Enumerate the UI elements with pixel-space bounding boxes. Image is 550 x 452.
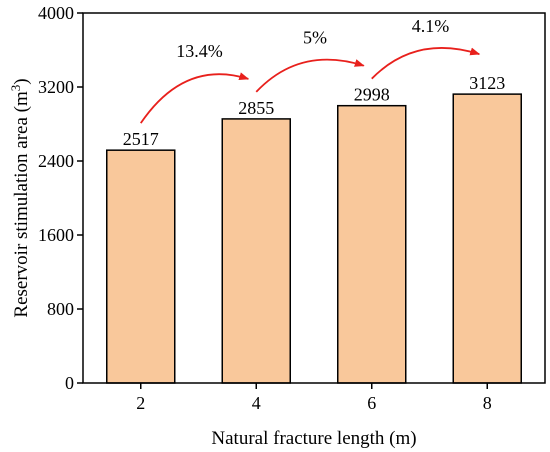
data-label-4: 2855 bbox=[238, 98, 274, 118]
x-tick-label: 4 bbox=[252, 393, 261, 413]
data-label-8: 3123 bbox=[469, 73, 505, 93]
bar-6 bbox=[337, 104, 407, 384]
x-axis: 2 4 6 8 bbox=[136, 383, 492, 413]
y-axis-title: Reservoir stimulation area (m3) bbox=[8, 78, 33, 317]
y-axis-title-main: Reservoir stimulation area (m bbox=[11, 91, 32, 318]
x-tick-label: 8 bbox=[483, 393, 492, 413]
growth-label: 13.4% bbox=[176, 41, 223, 61]
growth-label: 4.1% bbox=[412, 16, 450, 36]
bars-layer bbox=[106, 93, 522, 384]
data-label-2: 2517 bbox=[123, 129, 159, 149]
growth-label: 5% bbox=[303, 28, 327, 48]
y-tick-label: 0 bbox=[65, 373, 74, 393]
growth-arrow bbox=[255, 58, 365, 93]
growth-arrow bbox=[371, 47, 481, 80]
y-axis: 0 800 1600 2400 3200 4000 bbox=[38, 3, 83, 393]
bar-4 bbox=[221, 118, 291, 384]
plot-frame bbox=[82, 12, 546, 384]
x-tick-label: 6 bbox=[367, 393, 376, 413]
data-labels: 2517 2855 2998 3123 bbox=[123, 73, 506, 149]
x-tick-label: 2 bbox=[136, 393, 145, 413]
bar-8 bbox=[452, 93, 522, 384]
growth-arrow bbox=[140, 72, 250, 124]
y-axis-title-close: ) bbox=[11, 78, 32, 84]
x-axis-title: Natural fracture length (m) bbox=[211, 428, 416, 449]
y-tick-label: 1600 bbox=[38, 225, 74, 245]
growth-annotations: 13.4% 5% 4.1% bbox=[140, 16, 481, 124]
data-label-6: 2998 bbox=[354, 85, 390, 105]
bar-2 bbox=[106, 149, 176, 384]
y-tick-label: 2400 bbox=[38, 151, 74, 171]
y-tick-label: 800 bbox=[47, 299, 74, 319]
y-tick-label: 3200 bbox=[38, 77, 74, 97]
y-axis-title-superscript: 3 bbox=[8, 85, 23, 92]
y-tick-label: 4000 bbox=[38, 3, 74, 23]
axes-layer bbox=[82, 12, 546, 384]
